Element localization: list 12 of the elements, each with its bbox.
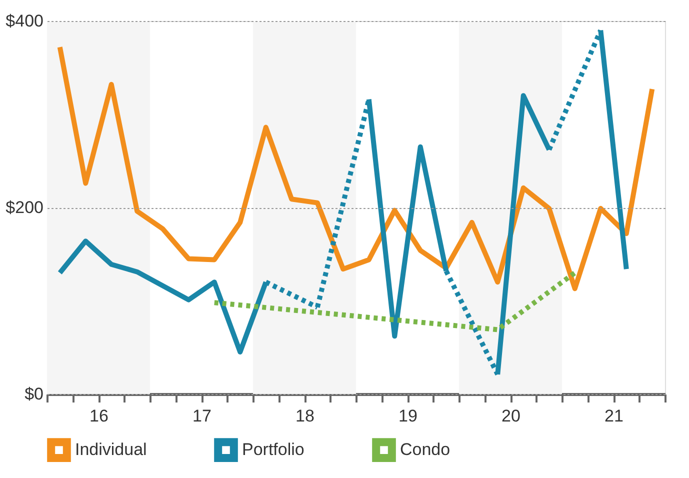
legend-label: Individual	[75, 440, 147, 460]
x-tick-label: 21	[604, 406, 624, 426]
x-tick-label: 19	[398, 406, 418, 426]
y-tick-label: $400	[6, 12, 44, 30]
legend-label: Portfolio	[242, 440, 304, 460]
legend-label: Condo	[400, 440, 450, 460]
x-tick-label: 18	[296, 406, 314, 426]
x-tick-label: 16	[90, 406, 108, 426]
y-tick-label: $200	[6, 198, 44, 217]
x-tick-label: 20	[502, 406, 520, 426]
y-tick-label: $0	[24, 384, 44, 404]
x-tick-label: 17	[192, 406, 212, 426]
